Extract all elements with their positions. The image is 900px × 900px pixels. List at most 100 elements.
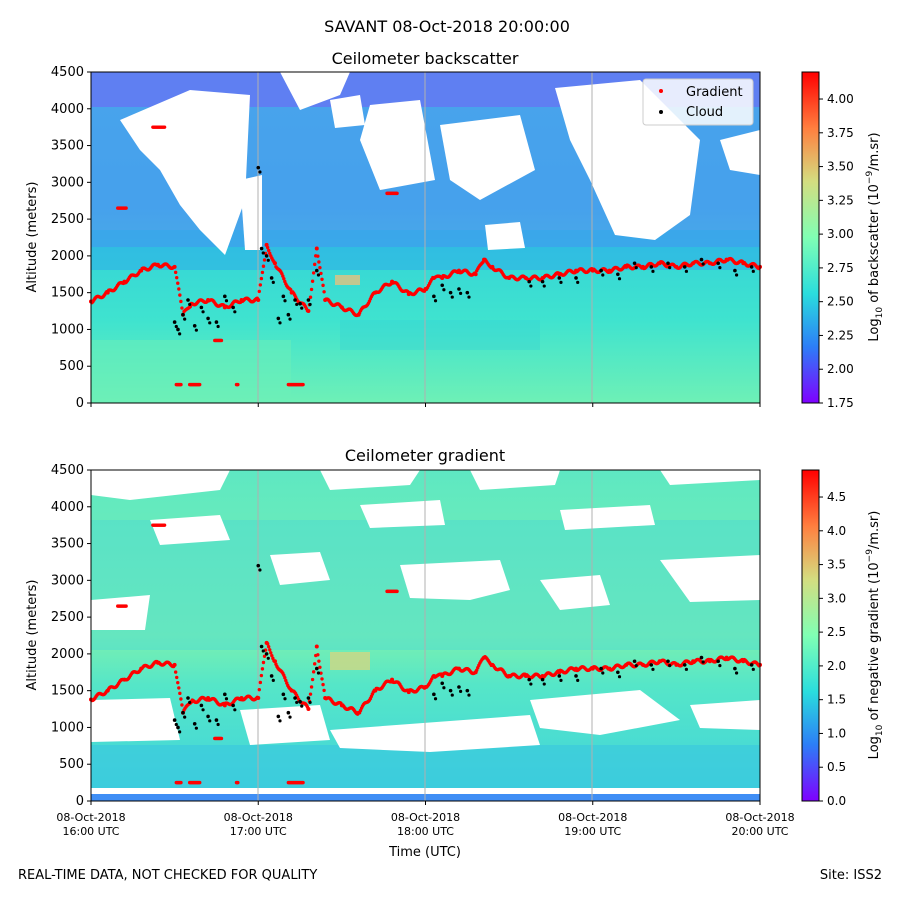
gradient-point (198, 382, 202, 387)
gradient-point (322, 688, 326, 693)
gradient-point (262, 654, 267, 658)
cloud-point (527, 677, 531, 682)
gradient-point (267, 645, 271, 649)
y-tick-label: 4500 (51, 463, 84, 478)
y-tick-label: 0 (76, 794, 84, 809)
gradient-point (265, 245, 270, 250)
x-tick-date: 08-Oct-2018 (391, 811, 460, 824)
gradient-point (321, 682, 325, 687)
gradient-point (272, 261, 277, 266)
cloud-point (314, 666, 319, 671)
colorbar-tick-label: 1.5 (827, 693, 846, 707)
cloud-point (682, 663, 687, 667)
site-label: Site: ISS2 (819, 868, 882, 883)
gradient-point (268, 648, 272, 652)
gradient-point (309, 685, 314, 689)
cloud-point (216, 722, 220, 727)
cloud-point (574, 276, 578, 280)
cloud-point (271, 678, 275, 682)
colorbar-tick-label: 4.0 (827, 524, 846, 538)
cloud-point (316, 671, 321, 675)
gradient-point (318, 265, 322, 270)
cloud-point (298, 301, 302, 306)
cloud-point (266, 656, 270, 660)
gradient-point (258, 680, 263, 685)
cloud-point (716, 659, 720, 664)
cloud-point (300, 306, 304, 310)
gradient-point (262, 258, 267, 262)
x-tick-date: 08-Oct-2018 (56, 811, 125, 824)
cloud-point (751, 269, 755, 273)
cloud-point (684, 667, 689, 671)
gradient-point (179, 697, 183, 701)
gradient-point (284, 678, 288, 683)
colorbar-tick-label: 3.0 (827, 591, 846, 605)
gradient-point (306, 309, 311, 314)
cloud-point (617, 675, 622, 679)
cloud-point (256, 165, 261, 170)
cloud-point (258, 568, 262, 572)
cloud-point (668, 266, 672, 270)
colorbar-tick-label: 3.5 (827, 558, 846, 572)
cloud-point (601, 671, 605, 675)
cloud-point (529, 284, 533, 288)
cloud-point (223, 692, 227, 697)
cloud-point (281, 294, 286, 299)
cloud-point (174, 722, 178, 727)
cloud-point (733, 268, 737, 273)
cloud-point (233, 708, 237, 712)
cloud-point (259, 644, 264, 649)
cloud-point (733, 666, 737, 671)
gradient-point (259, 673, 264, 678)
cloud-point (306, 298, 311, 302)
cloud-point (617, 277, 622, 281)
colorbar-tick-label: 3.50 (827, 160, 854, 174)
cloud-point (465, 290, 470, 295)
cloud-point (201, 708, 205, 712)
cloud-point (442, 288, 446, 292)
gradient-point (180, 703, 184, 707)
cloud-point (440, 681, 445, 686)
x-tick-date: 08-Oct-2018 (558, 811, 627, 824)
gradient-point (301, 780, 305, 785)
figure-suptitle: SAVANT 08-Oct-2018 20:00:00 (324, 17, 570, 36)
gradient-point (311, 271, 316, 275)
gradient-point (317, 260, 321, 264)
cloud-point (224, 299, 229, 303)
colorbar-tick-label: 2.50 (827, 295, 854, 309)
gradient-point (219, 736, 224, 741)
gradient-point (162, 523, 167, 527)
cloud-point (433, 299, 438, 303)
gradient-point (236, 780, 240, 785)
cloud-point (259, 246, 264, 251)
cloud-point (261, 649, 265, 653)
cloud-point (559, 678, 563, 682)
cloud-point (178, 332, 182, 336)
cloud-point (467, 693, 471, 697)
cloud-point (223, 294, 227, 299)
cloud-point (465, 688, 470, 693)
cloud-point (186, 696, 190, 700)
cloud-point (734, 671, 739, 675)
cloud-point (651, 667, 655, 671)
cloud-point (632, 659, 637, 664)
x-tick-time: 17:00 UTC (230, 825, 287, 838)
cloud-point (666, 261, 670, 266)
cloud-point (199, 703, 204, 708)
gradient-point (283, 676, 287, 680)
cloud-point (308, 302, 312, 307)
cloud-point (288, 715, 292, 719)
cloud-point (183, 317, 187, 321)
cloud-point (448, 290, 453, 295)
gradient-panel: Ceilometer gradient (25, 446, 885, 860)
cloud-point (542, 284, 546, 288)
gradient-point (260, 667, 265, 671)
cloud-point (233, 310, 237, 314)
y-tick-label: 4000 (51, 102, 84, 117)
gradient-y-axis: 0 500 1000 1500 2000 2500 3000 3500 4000 4500 (51, 463, 91, 809)
cloud-point (684, 269, 689, 273)
gradient-point (322, 290, 326, 294)
cloud-point (616, 272, 620, 277)
cloud-point (601, 273, 605, 277)
gradient-point (312, 262, 317, 267)
